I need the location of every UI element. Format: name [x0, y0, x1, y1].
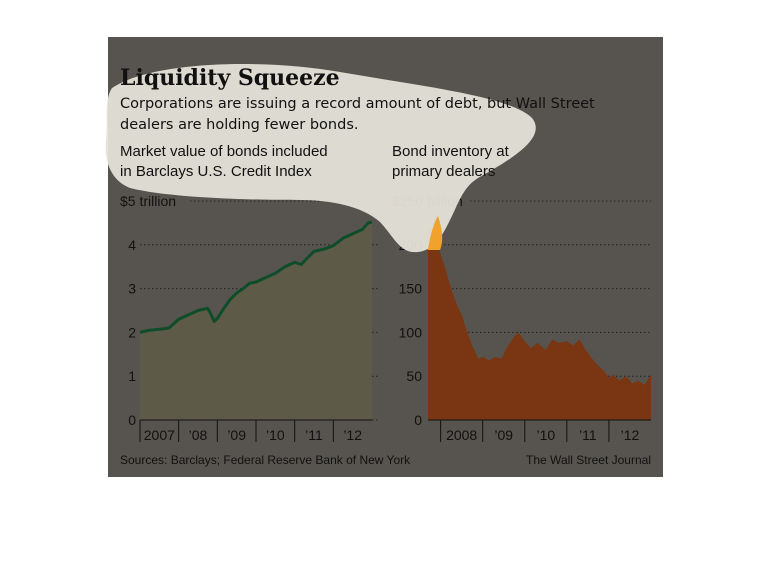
left-y-tick-label: 2 — [128, 324, 136, 340]
left-x-tick-label: 2007 — [144, 427, 175, 443]
left-y-tick-label: 4 — [128, 237, 136, 253]
left-y-tick-label: 3 — [128, 281, 136, 297]
right-y-tick-label: 0 — [414, 412, 422, 428]
highlight-scribble — [105, 64, 536, 253]
left-x-tick-label: ’09 — [227, 427, 246, 443]
left-x-tick-label: ’11 — [305, 427, 323, 443]
left-x-tick-label: ’10 — [266, 427, 285, 443]
left-y-tick-label: $5 trillion — [120, 193, 176, 209]
highlight-peak-marker — [428, 216, 443, 250]
left-y-tick-label: 0 — [128, 412, 136, 428]
right-chart-header-line-2: primary dealers — [392, 163, 495, 180]
right-chart-header-line-1: Bond inventory at — [392, 143, 510, 160]
left-chart: $5 trillion 4 3 2 1 0 2007 ’08 ’09 ’10 ’11 ’12 — [120, 193, 378, 443]
left-chart-area — [140, 222, 372, 420]
right-chart-area — [428, 222, 651, 420]
right-x-tick-label: ’11 — [579, 427, 597, 443]
right-x-tick-label: 2008 — [446, 427, 477, 443]
chart-title: Liquidity Squeeze — [120, 65, 340, 91]
subtitle-line-1: Corporations are issuing a record amount… — [120, 96, 595, 112]
right-x-tick-label: ’09 — [494, 427, 513, 443]
right-y-tick-label: 50 — [406, 368, 422, 384]
right-x-tick-label: ’12 — [621, 427, 640, 443]
right-x-tick-label: ’10 — [536, 427, 555, 443]
left-chart-line — [139, 220, 373, 334]
right-y-tick-label: 150 — [399, 281, 423, 297]
left-chart-header-line-1: Market value of bonds included — [120, 143, 328, 160]
subtitle-line-2: dealers are holding fewer bonds. — [120, 117, 358, 133]
credit-line: The Wall Street Journal — [526, 453, 651, 467]
left-x-tick-label: ’08 — [189, 427, 208, 443]
left-x-tick-label: ’12 — [343, 427, 362, 443]
left-chart-header-line-2: in Barclays U.S. Credit Index — [120, 163, 312, 180]
source-note: Sources: Barclays; Federal Reserve Bank … — [120, 453, 411, 467]
right-y-tick-label: 100 — [399, 324, 423, 340]
left-y-tick-label: 1 — [128, 368, 136, 384]
